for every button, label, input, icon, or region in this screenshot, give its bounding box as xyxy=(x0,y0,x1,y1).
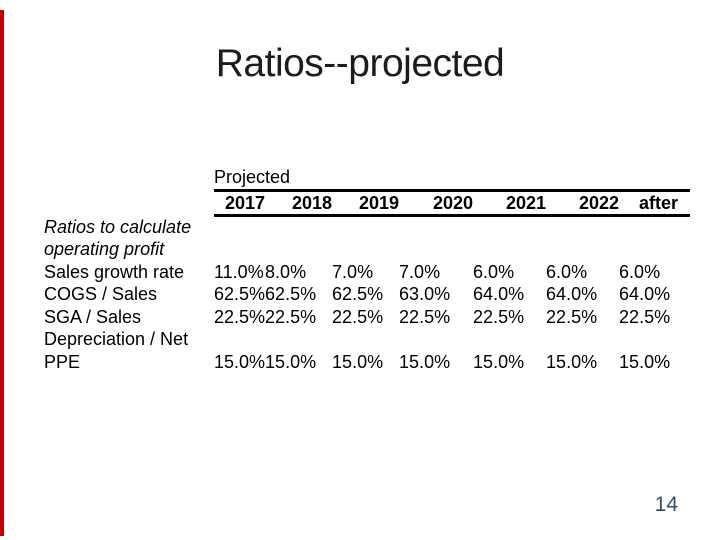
value-cell: 15.0% xyxy=(332,351,384,372)
empty-cell xyxy=(214,216,690,239)
empty-cell xyxy=(214,328,690,351)
value-cell: 22.5% xyxy=(332,306,384,327)
value-cell: 15.0% xyxy=(399,351,451,372)
table-row-sales-growth: Sales growth rate 11.0% 8.0% 7.0% 7.0% 6… xyxy=(44,261,690,284)
value-cell: 64.0% xyxy=(619,284,671,304)
value-cell: 62.5% xyxy=(265,284,317,304)
value-cell: 15.0% xyxy=(265,351,317,372)
value-cell: 15.0% xyxy=(546,351,598,372)
section-label-row-2: operating profit xyxy=(44,238,690,261)
left-accent-bar xyxy=(0,10,4,536)
column-header-2021: 2021 xyxy=(473,188,547,217)
value-cell: 6.0% xyxy=(619,261,661,282)
column-header-2022: 2022 xyxy=(546,188,620,217)
table-row-depreciation-label: Depreciation / Net xyxy=(44,328,690,351)
value-cell: 15.0% xyxy=(214,351,266,372)
value-cell: 7.0% xyxy=(332,261,374,282)
value-cell: 8.0% xyxy=(265,261,307,282)
row-label: Sales growth rate xyxy=(44,261,185,282)
slide-title: Ratios--projected xyxy=(215,42,505,85)
table-row-ppe: PPE 15.0% 15.0% 15.0% 15.0% 15.0% 15.0% … xyxy=(44,351,690,374)
year-header-row: 2017 2018 2019 2020 2021 2022 after xyxy=(44,188,691,217)
value-cell: 22.5% xyxy=(214,306,266,327)
value-cell: 6.0% xyxy=(546,261,588,282)
section-label-line1: Ratios to calculate xyxy=(44,216,192,237)
page-number: 14 xyxy=(654,493,678,516)
value-cell: 22.5% xyxy=(473,306,525,327)
value-cell: 15.0% xyxy=(473,351,525,372)
value-cell: 63.0% xyxy=(399,284,451,304)
value-cell: 64.0% xyxy=(473,284,525,304)
value-cell: 22.5% xyxy=(265,306,317,327)
row-label: COGS / Sales xyxy=(44,284,158,304)
row-label: PPE xyxy=(44,351,81,372)
section-label-line2: operating profit xyxy=(44,239,165,259)
value-cell: 62.5% xyxy=(214,284,266,304)
column-header-after: after xyxy=(619,188,691,217)
table-row-cogs-sales: COGS / Sales 62.5% 62.5% 62.5% 63.0% 64.… xyxy=(44,283,690,306)
group-header-projected: Projected xyxy=(214,167,291,187)
value-cell: 11.0% xyxy=(214,261,264,282)
empty-cell xyxy=(44,190,214,216)
column-header-2019: 2019 xyxy=(332,188,400,217)
row-label: SGA / Sales xyxy=(44,306,142,327)
column-header-2020: 2020 xyxy=(399,188,474,217)
value-cell: 22.5% xyxy=(399,306,451,327)
value-cell: 7.0% xyxy=(399,261,441,282)
value-cell: 22.5% xyxy=(546,306,598,327)
empty-cell xyxy=(44,166,214,190)
table-row-sga-sales: SGA / Sales 22.5% 22.5% 22.5% 22.5% 22.5… xyxy=(44,306,690,329)
row-label: Depreciation / Net xyxy=(44,329,189,349)
value-cell: 15.0% xyxy=(619,351,671,372)
column-header-2018: 2018 xyxy=(265,188,333,217)
group-header-row: Projected xyxy=(44,166,690,190)
value-cell: 6.0% xyxy=(473,261,515,282)
empty-cell xyxy=(214,238,690,261)
value-cell: 22.5% xyxy=(619,306,671,327)
column-header-2017: 2017 xyxy=(214,188,266,217)
ratios-table: Projected 2017 2018 2019 2020 2021 2022 … xyxy=(44,166,691,374)
value-cell: 64.0% xyxy=(546,284,598,304)
section-label-row-1: Ratios to calculate xyxy=(44,216,690,239)
value-cell: 62.5% xyxy=(332,284,384,304)
